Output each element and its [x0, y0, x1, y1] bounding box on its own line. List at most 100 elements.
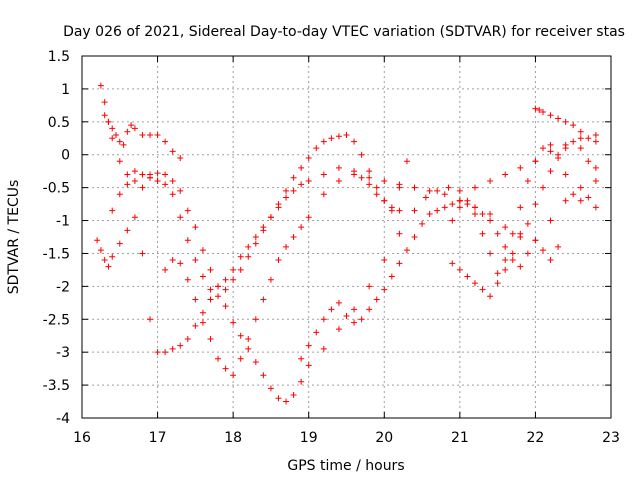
data-point — [517, 164, 524, 171]
data-point — [184, 336, 191, 343]
data-point — [388, 204, 395, 211]
data-point — [381, 286, 388, 293]
data-point — [381, 257, 388, 264]
data-point — [184, 207, 191, 214]
x-tick-label: 22 — [527, 430, 545, 446]
y-tick-label: -3 — [56, 345, 70, 361]
data-point — [109, 135, 116, 142]
data-point — [199, 273, 206, 280]
data-point — [192, 296, 199, 303]
data-point — [532, 201, 539, 208]
data-point — [290, 391, 297, 398]
data-point — [320, 138, 327, 145]
data-point — [335, 299, 342, 306]
data-point — [487, 210, 494, 217]
data-point — [207, 296, 214, 303]
data-point — [101, 99, 108, 106]
data-point — [592, 178, 599, 185]
data-point — [120, 141, 127, 148]
data-point — [252, 316, 259, 323]
data-point — [192, 257, 199, 264]
y-tick-label: 1.5 — [48, 49, 70, 65]
y-tick-label: 0 — [61, 148, 70, 164]
series-arc-2 — [101, 112, 184, 162]
y-tick-label: -4 — [56, 411, 70, 427]
x-tick-label: 21 — [451, 430, 469, 446]
data-point — [162, 266, 169, 273]
data-point — [494, 270, 501, 277]
axis-ticks — [81, 55, 612, 419]
data-marks — [94, 82, 599, 405]
data-point — [366, 174, 373, 181]
data-point — [585, 158, 592, 165]
data-point — [97, 82, 104, 89]
data-point — [441, 204, 448, 211]
data-point — [101, 257, 108, 264]
data-point — [154, 178, 161, 185]
data-point — [577, 197, 584, 204]
data-point — [298, 378, 305, 385]
data-point — [267, 276, 274, 283]
data-point — [422, 194, 429, 201]
data-point — [222, 276, 229, 283]
data-point — [517, 234, 524, 240]
data-point — [124, 227, 131, 234]
data-point — [169, 191, 176, 198]
data-point — [298, 164, 305, 171]
data-point — [456, 197, 463, 204]
data-point — [570, 122, 577, 129]
data-point — [411, 184, 418, 191]
data-point — [260, 372, 267, 379]
data-point — [373, 191, 380, 198]
data-point — [524, 178, 531, 185]
data-point — [313, 329, 320, 336]
data-point — [445, 184, 452, 191]
data-point — [139, 184, 146, 191]
x-tick-label: 19 — [300, 430, 318, 446]
data-point — [245, 345, 252, 352]
data-point — [366, 168, 373, 175]
data-point — [366, 181, 373, 188]
data-point — [260, 224, 267, 231]
x-tick-label: 20 — [375, 430, 393, 446]
y-tick-label: -2.5 — [43, 312, 70, 328]
data-point — [275, 395, 282, 402]
data-point — [298, 181, 305, 188]
data-point — [335, 164, 342, 171]
data-point — [169, 257, 176, 264]
data-point — [124, 171, 131, 178]
data-point — [222, 365, 229, 372]
data-point — [305, 178, 312, 185]
data-point — [192, 322, 199, 329]
data-point — [577, 145, 584, 152]
data-point — [320, 345, 327, 352]
data-point — [449, 217, 456, 224]
data-point — [335, 326, 342, 333]
data-point — [97, 247, 104, 254]
data-point — [109, 207, 116, 214]
data-point — [147, 316, 154, 323]
data-point — [373, 296, 380, 303]
data-point — [139, 171, 146, 178]
data-point — [199, 319, 206, 326]
x-tick-label: 23 — [602, 430, 620, 446]
data-point — [577, 184, 584, 191]
y-tick-label: 1 — [61, 82, 70, 98]
data-point — [562, 197, 569, 204]
data-point — [222, 286, 229, 293]
data-point — [487, 250, 494, 257]
data-point — [577, 128, 584, 135]
data-point — [479, 230, 486, 237]
series-arc-5 — [139, 171, 403, 379]
data-point — [113, 131, 120, 138]
data-point — [215, 283, 222, 290]
x-tick-label: 17 — [149, 430, 167, 446]
data-point — [562, 145, 569, 152]
data-point — [388, 273, 395, 280]
data-point — [275, 257, 282, 264]
data-point — [283, 243, 290, 250]
data-point — [147, 174, 154, 181]
data-point — [441, 191, 448, 198]
data-point — [373, 184, 380, 191]
data-point — [411, 207, 418, 214]
